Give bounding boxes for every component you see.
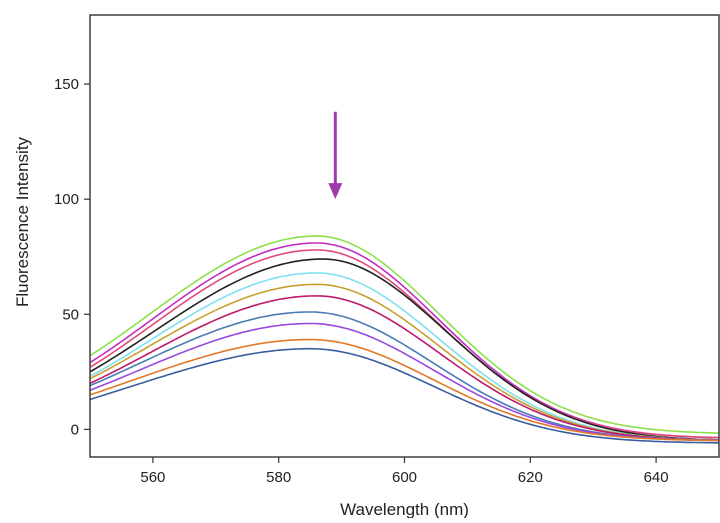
x-tick-label: 600 <box>392 469 417 486</box>
series-line-7 <box>90 295 719 441</box>
x-axis-label: Wavelength (nm) <box>340 500 469 518</box>
x-tick-label: 560 <box>140 469 165 486</box>
series-line-8 <box>90 311 719 442</box>
x-tick-label: 580 <box>266 469 291 486</box>
series-line-3 <box>90 249 719 439</box>
y-axis-label: Fluorescence Intensity <box>13 136 32 307</box>
y-axis-ticks: 0 50 100 150 <box>54 76 90 438</box>
x-axis-ticks: 560 580 600 620 640 <box>140 457 669 486</box>
series-lines <box>90 235 719 444</box>
series-line-5 <box>90 272 719 441</box>
annotation-layer <box>328 111 343 200</box>
y-tick-label: 0 <box>71 421 79 438</box>
y-tick-label: 150 <box>54 76 79 93</box>
series-line-4 <box>90 258 719 441</box>
series-line-1 <box>90 235 719 434</box>
plot-frame <box>89 14 720 458</box>
series-line-9 <box>90 322 719 442</box>
series-line-11 <box>90 347 719 444</box>
arrow-head <box>328 183 343 200</box>
x-tick-label: 620 <box>518 469 543 486</box>
y-tick-label: 100 <box>54 191 79 208</box>
series-line-10 <box>90 338 719 442</box>
x-tick-label: 640 <box>644 469 669 486</box>
y-tick-label: 50 <box>62 306 79 323</box>
series-line-2 <box>90 242 719 439</box>
